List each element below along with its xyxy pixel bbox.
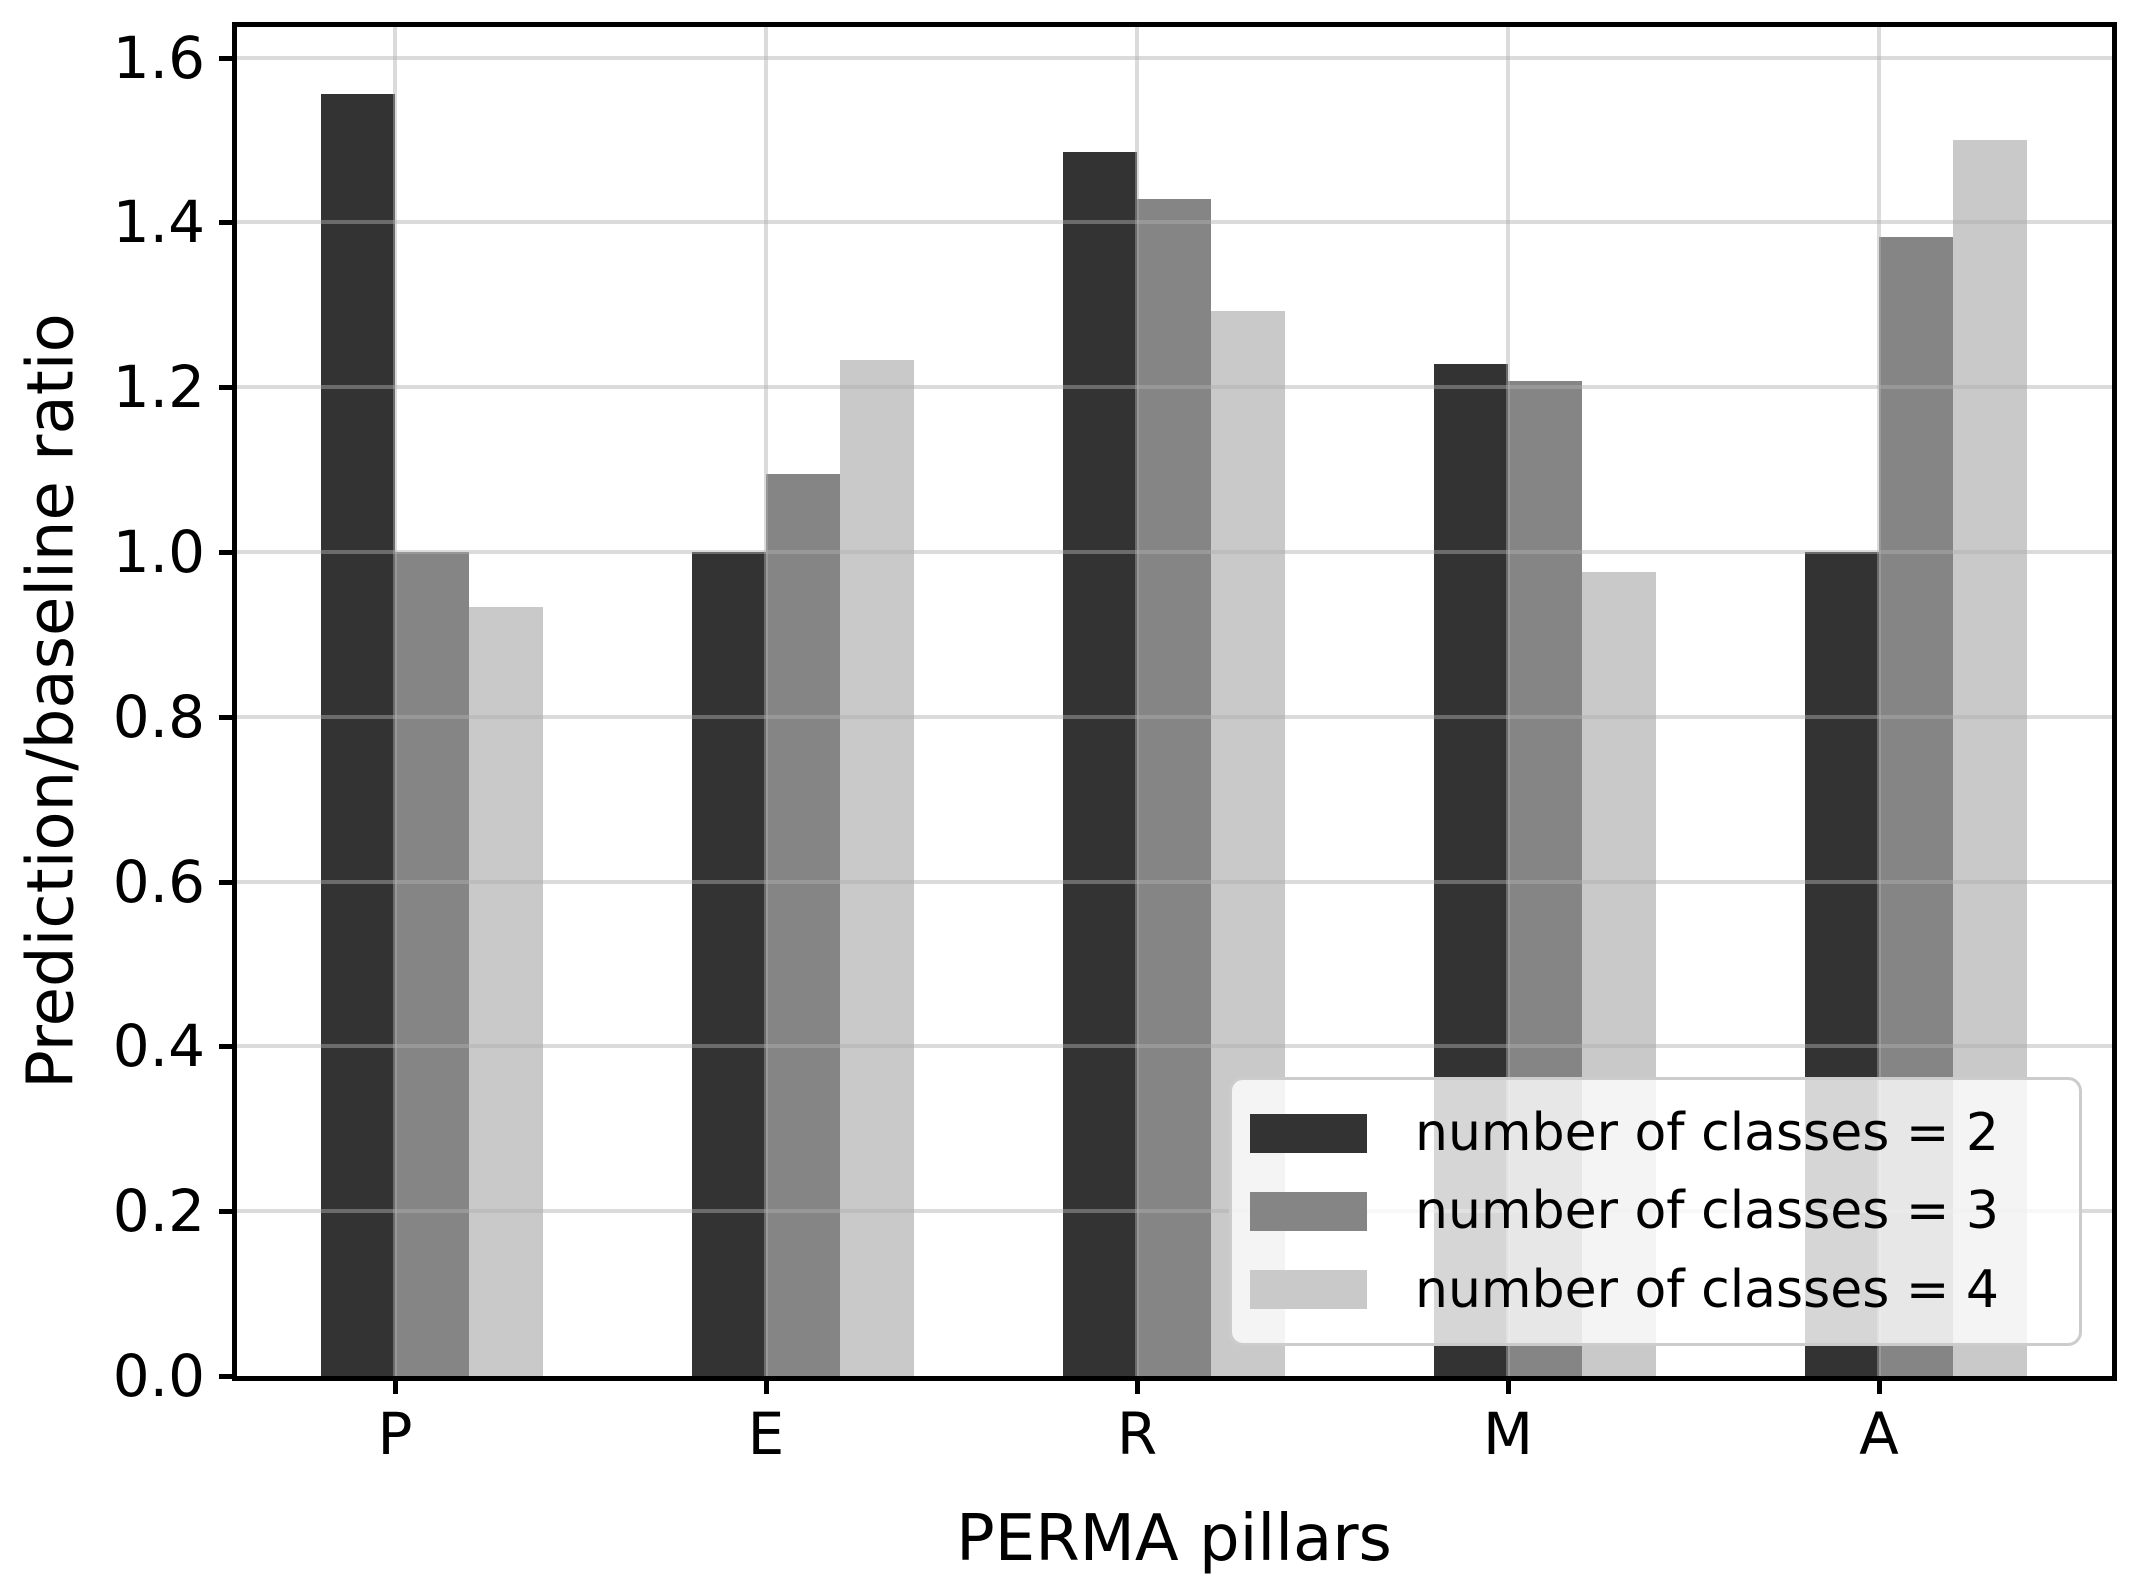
legend-label-series-3: number of classes = 4 [1415,1259,2000,1320]
h-gridline-1 [237,550,2112,554]
y-tick-1.0 [219,550,237,555]
y-tick-0.2 [219,1209,237,1215]
legend-row-1: number of classes = 2 [1250,1102,2059,1164]
v-gridline-R [1135,27,1139,1376]
y-tick-0.4 [219,1044,237,1050]
y-tick-label-1.4: 1.4 [112,188,205,257]
h-gridline-0.8 [237,714,2112,719]
bar-P-series-3 [469,607,543,1376]
y-tick-label-0.4: 0.4 [112,1012,205,1081]
h-gridline-1.6 [237,55,2112,60]
y-tick-label-0.8: 0.8 [112,682,205,751]
legend-swatch-series-3 [1250,1270,1367,1310]
legend-row-2: number of classes = 3 [1250,1180,2059,1242]
legend-row-3: number of classes = 4 [1250,1259,2059,1321]
y-tick-0.0 [219,1374,237,1379]
y-tick-1.6 [219,55,237,61]
x-tick-E [764,1378,769,1394]
x-tick-label-P: P [377,1400,413,1468]
bar-E-series-1 [692,552,766,1376]
y-tick-1.2 [219,385,237,391]
y-tick-0.8 [219,714,237,720]
x-tick-R [1135,1378,1140,1394]
y-tick-label-1.2: 1.2 [112,353,205,422]
x-tick-label-A: A [1859,1400,1899,1468]
y-tick-label-0.6: 0.6 [112,847,205,916]
y-tick-label-0.0: 0.0 [112,1342,205,1410]
y-tick-label-1.0: 1.0 [112,518,205,586]
y-tick-1.4 [219,220,237,226]
bar-E-series-2 [766,474,840,1376]
bar-P-series-1 [321,94,395,1376]
x-tick-label-E: E [747,1400,785,1468]
h-gridline-1.4 [237,220,2112,225]
x-tick-P [393,1378,398,1394]
h-gridline-0.4 [237,1044,2112,1049]
x-tick-label-R: R [1116,1400,1158,1468]
x-axis-label: PERMA pillars [956,1502,1392,1576]
y-tick-label-1.6: 1.6 [112,23,205,92]
bar-R-series-1 [1063,152,1137,1376]
v-gridline-A [1877,27,1881,1376]
x-tick-A [1877,1378,1882,1394]
h-gridline-0.6 [237,879,2112,884]
legend-swatch-series-1 [1250,1113,1367,1153]
legend-label-series-1: number of classes = 2 [1415,1102,2000,1163]
legend-swatch-series-2 [1250,1191,1367,1231]
y-tick-label-0.2: 0.2 [112,1177,205,1246]
v-gridline-P [393,27,397,1376]
legend: number of classes = 2 number of classes =… [1229,1077,2082,1346]
h-gridline-1.2 [237,385,2112,390]
x-tick-label-M: M [1482,1400,1534,1468]
y-tick-0.6 [219,879,237,885]
bar-R-series-2 [1137,199,1211,1376]
v-gridline-E [764,27,768,1376]
h-gridline-0.2 [237,1209,2112,1214]
legend-label-series-2: number of classes = 3 [1415,1181,2000,1242]
x-tick-M [1506,1378,1511,1394]
bar-E-series-3 [840,360,914,1376]
v-gridline-M [1506,27,1510,1376]
bar-P-series-2 [395,552,469,1376]
